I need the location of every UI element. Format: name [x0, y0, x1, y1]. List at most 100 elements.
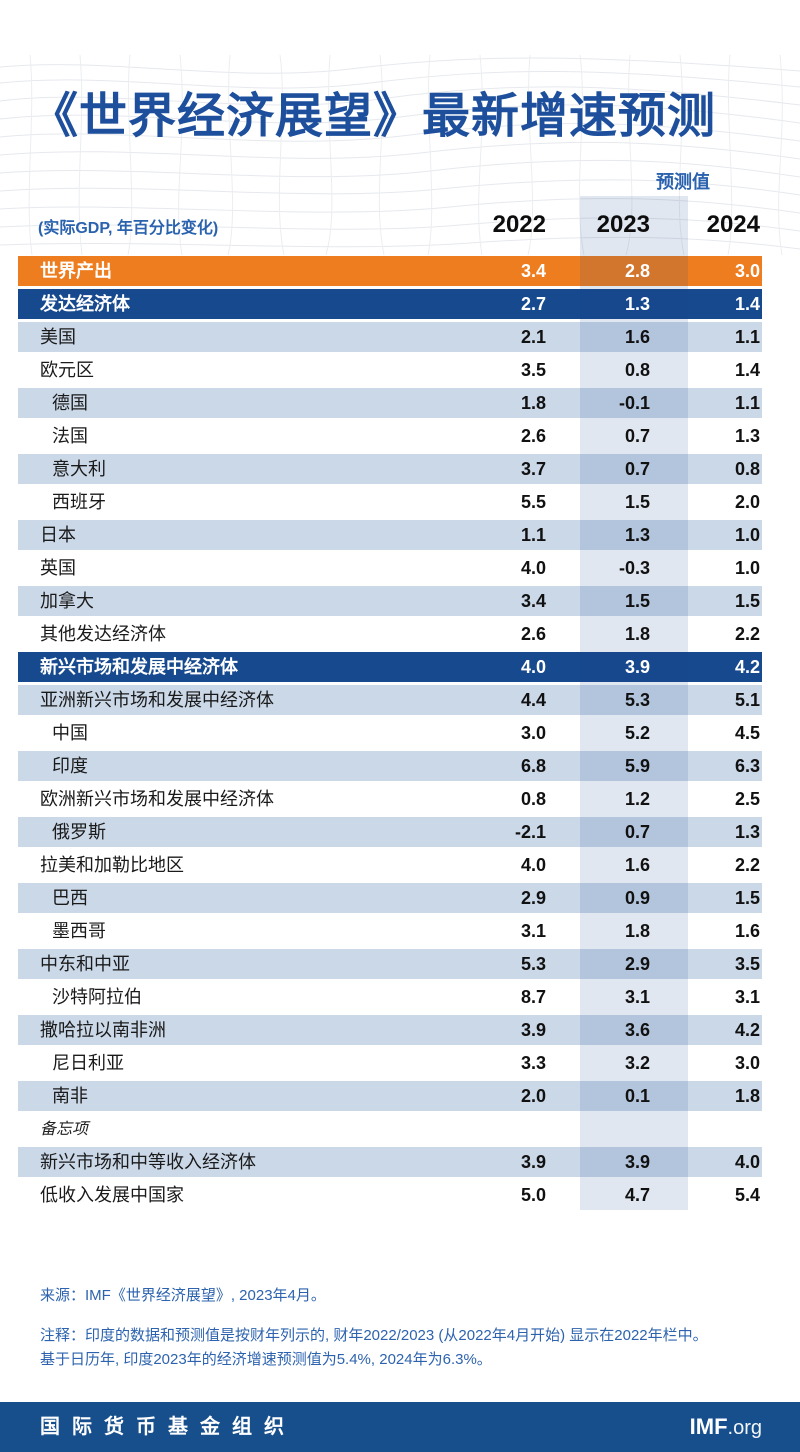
table-row: 中东和中亚 5.3 2.9 3.5	[18, 949, 762, 979]
row-value-2022: 3.4	[520, 261, 546, 281]
row-value-2022: 4.0	[520, 855, 546, 875]
row-value-2022: 5.0	[520, 1185, 546, 1205]
row-value-2022: 5.5	[520, 492, 546, 512]
row-value-2022: 2.6	[520, 426, 546, 446]
row-value-2023: 3.9	[624, 657, 650, 677]
row-value-2024: 5.4	[734, 1185, 760, 1205]
imf-org-label-bold: IMF	[689, 1414, 728, 1439]
row-value-2023: 2.9	[624, 954, 650, 974]
forecast-label: 预测值	[656, 172, 710, 192]
row-value-2024: 1.4	[734, 360, 760, 380]
row-value-2024: 4.0	[734, 1152, 760, 1172]
row-value-2022: 3.4	[520, 591, 546, 611]
row-label: 备忘项	[40, 1119, 89, 1138]
row-label: 西班牙	[52, 492, 106, 512]
row-value-2022: 3.9	[520, 1020, 546, 1040]
row-label: 其他发达经济体	[40, 624, 166, 644]
table-row: 德国 1.8 -0.1 1.1	[18, 388, 762, 418]
row-value-2024: 3.0	[734, 261, 760, 281]
row-label: 新兴市场和中等收入经济体	[40, 1152, 256, 1172]
table-row: 墨西哥 3.1 1.8 1.6	[18, 916, 762, 946]
row-value-2023: 3.1	[624, 987, 650, 1007]
table-row: 加拿大 3.4 1.5 1.5	[18, 586, 762, 616]
table-row: 西班牙 5.5 1.5 2.0	[18, 487, 762, 517]
footer-bar: 国际货币基金组织 IMF.org	[0, 1402, 800, 1452]
row-label: 欧洲新兴市场和发展中经济体	[40, 789, 274, 809]
row-value-2022: 3.3	[520, 1053, 546, 1073]
row-value-2024: 4.5	[734, 723, 760, 743]
row-label: 俄罗斯	[52, 822, 106, 842]
row-value-2022: 3.0	[520, 723, 546, 743]
footnote-line-1: 注释：印度的数据和预测值是按财年列示的, 财年2022/2023 (从2022年…	[40, 1327, 708, 1344]
table-row: 美国 2.1 1.6 1.1	[18, 322, 762, 352]
table-row: 英国 4.0 -0.3 1.0	[18, 553, 762, 583]
row-value-2024: 3.1	[734, 987, 760, 1007]
row-value-2024: 1.3	[734, 822, 760, 842]
row-value-2024: 1.4	[734, 294, 760, 314]
row-value-2022: 2.7	[520, 294, 546, 314]
table-row: 拉美和加勒比地区 4.0 1.6 2.2	[18, 850, 762, 880]
row-label: 加拿大	[40, 591, 94, 611]
table-row: 其他发达经济体 2.6 1.8 2.2	[18, 619, 762, 649]
table-row: 世界产出 3.4 2.8 3.0	[18, 256, 762, 286]
table-row: 尼日利亚 3.3 3.2 3.0	[18, 1048, 762, 1078]
row-value-2024: 2.0	[734, 492, 760, 512]
row-value-2023: -0.3	[618, 558, 650, 578]
row-value-2023: 1.2	[624, 789, 650, 809]
row-label: 新兴市场和发展中经济体	[40, 657, 238, 677]
table-row: 欧洲新兴市场和发展中经济体 0.8 1.2 2.5	[18, 784, 762, 814]
table-row: 备忘项	[18, 1114, 762, 1144]
row-label: 亚洲新兴市场和发展中经济体	[40, 690, 274, 710]
row-label: 日本	[40, 525, 76, 545]
row-label: 墨西哥	[52, 921, 106, 941]
row-value-2022: 2.9	[520, 888, 546, 908]
row-label: 欧元区	[40, 360, 94, 380]
row-label: 沙特阿拉伯	[52, 987, 142, 1007]
row-value-2023: 3.6	[624, 1020, 650, 1040]
row-value-2022: 4.4	[520, 690, 546, 710]
row-value-2024: 2.2	[734, 855, 760, 875]
row-value-2024: 3.0	[734, 1053, 760, 1073]
row-value-2023: 1.8	[624, 921, 650, 941]
row-value-2022: 0.8	[520, 789, 546, 809]
footnote: 注释：印度的数据和预测值是按财年列示的, 财年2022/2023 (从2022年…	[40, 1324, 708, 1372]
row-value-2024: 2.2	[734, 624, 760, 644]
table-row: 俄罗斯 -2.1 0.7 1.3	[18, 817, 762, 847]
row-value-2022: -2.1	[514, 822, 546, 842]
row-value-2023: 0.9	[624, 888, 650, 908]
row-label: 发达经济体	[40, 294, 130, 314]
row-value-2024: 1.8	[734, 1086, 760, 1106]
row-value-2022: 4.0	[520, 657, 546, 677]
row-value-2024: 2.5	[734, 789, 760, 809]
table-row: 印度 6.8 5.9 6.3	[18, 751, 762, 781]
footnote-line-2: 基于日历年, 印度2023年的经济增速预测值为5.4%, 2024年为6.3%。	[40, 1351, 492, 1368]
row-value-2023: 1.3	[624, 294, 650, 314]
row-value-2022: 2.0	[520, 1086, 546, 1106]
column-header-2024: 2024	[706, 211, 760, 238]
row-label: 印度	[52, 756, 88, 776]
row-value-2023: 2.8	[624, 261, 650, 281]
row-value-2024: 1.0	[734, 525, 760, 545]
row-value-2024: 1.3	[734, 426, 760, 446]
table-row: 巴西 2.9 0.9 1.5	[18, 883, 762, 913]
row-value-2024: 1.0	[734, 558, 760, 578]
row-value-2024: 3.5	[734, 954, 760, 974]
row-label: 世界产出	[40, 261, 112, 281]
row-value-2023: 1.5	[624, 492, 650, 512]
row-value-2023: 5.9	[624, 756, 650, 776]
table-row: 发达经济体 2.7 1.3 1.4	[18, 289, 762, 319]
row-label: 中国	[52, 723, 88, 743]
row-label: 南非	[52, 1086, 88, 1106]
row-value-2023: 3.2	[624, 1053, 650, 1073]
table-row: 新兴市场和中等收入经济体 3.9 3.9 4.0	[18, 1147, 762, 1177]
column-header-2022: 2022	[492, 211, 546, 238]
row-value-2023: 5.2	[624, 723, 650, 743]
table-row: 日本 1.1 1.3 1.0	[18, 520, 762, 550]
row-value-2024: 1.1	[734, 327, 760, 347]
row-value-2024: 1.1	[734, 393, 760, 413]
row-label: 法国	[52, 426, 88, 446]
table-row: 意大利 3.7 0.7 0.8	[18, 454, 762, 484]
row-label: 撒哈拉以南非洲	[40, 1020, 166, 1040]
row-value-2022: 3.5	[520, 360, 546, 380]
